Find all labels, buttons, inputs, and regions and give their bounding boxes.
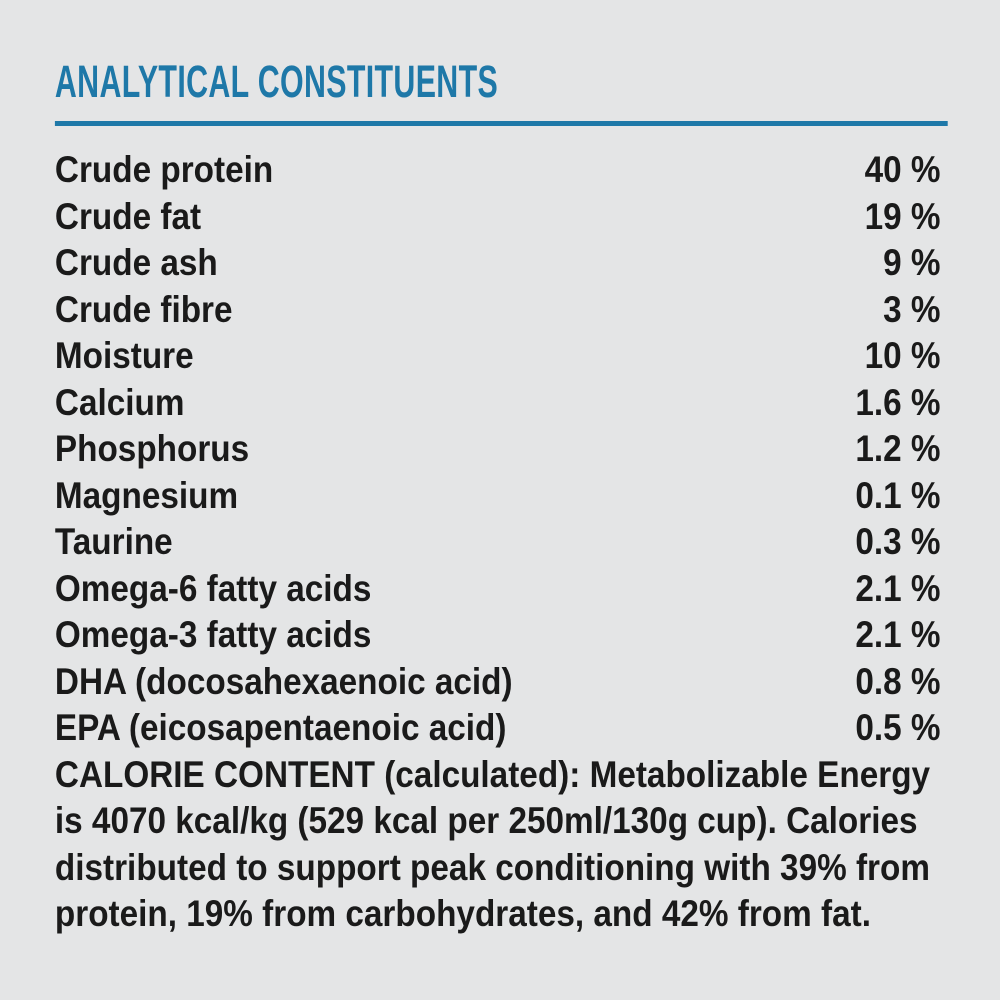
calorie-content-line: distributed to support peak conditioning… [54,846,930,888]
nutrient-value: 2.1 % [855,567,941,609]
nutrient-value: 1.6 % [855,381,941,423]
nutrient-value: 10 % [864,335,941,376]
nutrient-label: Taurine [54,521,173,562]
nutrient-label: Crude ash [54,242,218,283]
calorie-content-line: protein, 19% from carbohydrates, and 42%… [54,893,871,934]
section-title: ANALYTICAL CONSTITUENTS [54,56,499,107]
nutrient-table: Crude protein 40 % Crude fat 19 % Crude … [55,147,948,938]
nutrient-value: 0.5 % [855,707,941,748]
nutrient-label: Omega-3 fatty acids [54,614,372,655]
nutrient-row: Moisture 10 % [55,333,948,380]
nutrient-row: Omega-6 fatty acids 2.1 % [55,566,948,613]
nutrient-label: EPA (eicosapentaenoic acid) [54,707,507,748]
nutrient-row: Magnesium 0.1 % [55,473,948,520]
divider [54,121,948,126]
nutrient-label: Magnesium [54,474,239,516]
nutrient-row: EPA (eicosapentaenoic acid) 0.5 % [55,705,948,752]
nutrient-label: Phosphorus [54,428,250,469]
nutrient-row: Phosphorus 1.2 % [55,426,948,473]
nutrient-label: Crude fat [54,195,202,237]
nutrient-row: Crude fibre 3 % [55,287,948,334]
nutrient-value: 19 % [864,195,941,237]
nutrient-row: Crude ash 9 % [55,240,948,287]
nutrient-row: Crude protein 40 % [55,147,948,194]
nutrient-label: Crude fibre [54,288,233,330]
nutrient-label: Omega-6 fatty acids [54,567,372,609]
nutrition-label: ANALYTICAL CONSTITUENTS Crude protein 40… [54,56,948,938]
nutrient-label: Moisture [54,335,194,376]
nutrient-row: Crude fat 19 % [55,194,948,241]
nutrient-value: 40 % [864,149,941,190]
nutrient-value: 0.1 % [855,474,941,516]
nutrient-row: Calcium 1.6 % [55,380,948,427]
nutrient-row: Taurine 0.3 % [55,519,948,566]
nutrient-value: 0.8 % [855,660,941,702]
nutrient-value: 9 % [883,242,941,283]
nutrient-value: 3 % [883,288,941,330]
nutrient-label: Calcium [54,381,185,423]
calorie-content-line: CALORIE CONTENT (calculated): Metaboliza… [54,753,931,795]
calorie-content-line: is 4070 kcal/kg (529 kcal per 250ml/130g… [54,800,918,841]
nutrient-row: DHA (docosahexaenoic acid) 0.8 % [55,659,948,706]
nutrient-value: 2.1 % [855,614,941,655]
nutrient-label: Crude protein [54,149,274,190]
nutrient-label: DHA (docosahexaenoic acid) [54,660,513,702]
nutrient-value: 1.2 % [855,428,941,469]
nutrient-value: 0.3 % [855,521,941,562]
nutrient-row: Omega-3 fatty acids 2.1 % [55,612,948,659]
